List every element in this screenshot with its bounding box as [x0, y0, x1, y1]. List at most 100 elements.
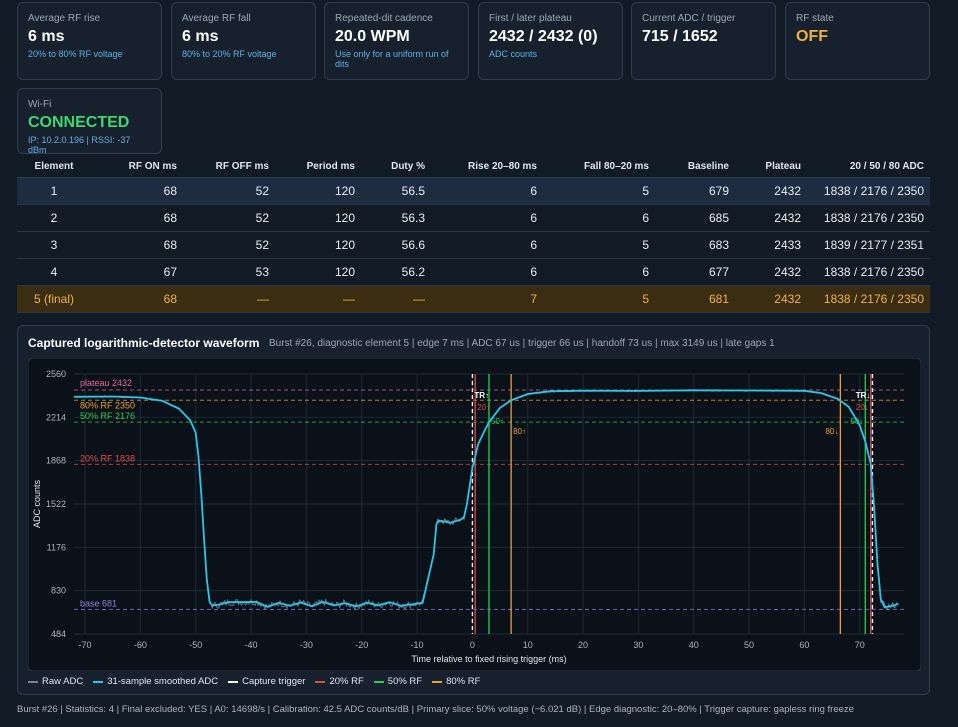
table-cell: 52: [183, 204, 275, 232]
reference-label: 50% RF 2176: [80, 411, 135, 421]
waveform-title: Captured logarithmic-detector waveform: [28, 336, 260, 350]
y-tick-label: 2560: [46, 369, 66, 379]
table-cell: 56.2: [361, 258, 431, 286]
x-tick-label: -60: [134, 640, 147, 650]
table-row[interactable]: 2 68 52 120 56.3 6 6 685 2432 1838 / 2176 / 2350: [17, 204, 930, 232]
table-cell: 2: [17, 204, 91, 232]
table-cell: 5: [543, 177, 655, 205]
table-cell: 5 (final): [17, 285, 91, 313]
table-cell: 68: [91, 231, 183, 259]
table-cell: 120: [275, 258, 361, 286]
legend-item[interactable]: 20% RF: [315, 676, 364, 687]
col-header: Element: [17, 155, 91, 178]
x-tick-label: 40: [689, 640, 699, 650]
table-cell: 681: [655, 285, 735, 313]
table-cell: 6: [543, 258, 655, 286]
table-cell: 68: [91, 177, 183, 205]
table-cell: 5: [543, 285, 655, 313]
wifi-card: Wi-Fi CONNECTED IP: 10.2.0.196 | RSSI: -…: [17, 88, 162, 155]
marker-label: 80↑: [513, 427, 526, 436]
legend-label: 80% RF: [446, 676, 481, 687]
y-tick-label: 484: [51, 629, 66, 639]
legend-label: Raw ADC: [42, 676, 84, 687]
stat-sub: 80% to 20% RF voltage: [182, 48, 277, 59]
x-tick-label: 60: [799, 640, 809, 650]
legend-swatch: [228, 680, 239, 683]
table-cell: 683: [655, 231, 735, 259]
y-tick-label: 1868: [46, 456, 66, 466]
waveform-chart: 484 830 1176 1522 1868 2214 2560 -70 -60 -50 -40 -3…: [28, 358, 921, 671]
table-cell: 120: [275, 231, 361, 259]
table-cell: 1839 / 2177 / 2351: [807, 231, 930, 259]
y-tick-label: 830: [51, 586, 66, 596]
reference-label: 20% RF 1838: [80, 453, 135, 463]
marker-label: 80↓: [825, 427, 838, 436]
reference-label: plateau 2432: [80, 378, 132, 388]
table-row[interactable]: 4 67 53 120 56.2 6 6 677 2432 1838 / 2176 / 2350: [17, 258, 930, 286]
table-cell: 56.3: [361, 204, 431, 232]
wifi-status: CONNECTED: [28, 114, 130, 131]
stat-value: 6 ms: [28, 28, 65, 45]
stat-label: Average RF fall: [182, 13, 251, 24]
table-cell: 6: [543, 204, 655, 232]
stat-label: RF state: [796, 13, 834, 24]
table-row[interactable]: 1 68 52 120 56.5 6 5 679 2432 1838 / 2176 / 2350: [17, 177, 930, 205]
stat-value: 2432 / 2432 (0): [489, 28, 598, 45]
table-cell: 679: [655, 177, 735, 205]
table-cell: 4: [17, 258, 91, 286]
table-cell: 7: [431, 285, 543, 313]
stat-card-fall: Average RF fall 6 ms 80% to 20% RF volta…: [171, 2, 316, 80]
table-cell: 3: [17, 231, 91, 259]
stat-label: Repeated-dit cadence: [335, 13, 433, 24]
legend-item[interactable]: 80% RF: [432, 676, 480, 687]
table-cell: 2433: [735, 231, 807, 259]
table-cell: 1838 / 2176 / 2350: [807, 285, 930, 313]
legend-label: 20% RF: [329, 676, 364, 687]
stat-card-rise: Average RF rise 6 ms 20% to 80% RF volta…: [17, 2, 162, 80]
table-header-row: Element RF ON ms RF OFF ms Period ms Dut…: [17, 155, 930, 178]
table-cell: 68: [91, 285, 183, 313]
table-cell: 1: [17, 177, 91, 205]
x-tick-label: 10: [523, 640, 533, 650]
col-header: Fall 80–20 ms: [543, 155, 655, 178]
table-cell: 68: [91, 204, 183, 232]
table-cell: 6: [431, 177, 543, 205]
legend-item[interactable]: Capture trigger: [228, 676, 305, 687]
legend-swatch: [373, 680, 384, 683]
stat-card-cadence: Repeated-dit cadence 20.0 WPM Use only f…: [324, 2, 469, 80]
legend-item[interactable]: 31-sample smoothed ADC: [93, 676, 218, 687]
table-cell: —: [183, 285, 275, 313]
col-header: Duty %: [361, 155, 431, 178]
x-tick-label: -50: [189, 640, 202, 650]
table-cell: 120: [275, 177, 361, 205]
smoothed-adc-series: [73, 389, 899, 609]
table-cell: 1838 / 2176 / 2350: [807, 204, 930, 232]
table-row[interactable]: 3 68 52 120 56.6 6 5 683 2433 1839 / 2177 / 2351: [17, 231, 930, 259]
legend-item[interactable]: Raw ADC: [28, 676, 83, 687]
table-cell: 52: [183, 231, 275, 259]
x-tick-label: -40: [245, 640, 258, 650]
marker-label: 50↑: [491, 417, 504, 426]
table-cell: 2432: [735, 258, 807, 286]
table-row[interactable]: 5 (final) 68— — —7 5 681 2432 1838 / 2176 / 235…: [17, 285, 930, 313]
stat-card-rf-state: RF state OFF: [785, 2, 930, 80]
table-cell: 52: [183, 177, 275, 205]
x-tick-label: 70: [855, 640, 865, 650]
table-cell: 56.5: [361, 177, 431, 205]
table-cell: 56.6: [361, 231, 431, 259]
table-cell: 685: [655, 204, 735, 232]
reference-label: 80% RF 2350: [80, 400, 135, 410]
table-cell: 5: [543, 231, 655, 259]
stat-label: Current ADC / trigger: [642, 13, 736, 24]
col-header: 20 / 50 / 80 ADC: [807, 155, 930, 178]
chart-background: [28, 358, 921, 671]
stat-value: 715 / 1652: [642, 28, 718, 45]
y-tick-label: 1176: [47, 542, 66, 552]
legend-item[interactable]: 50% RF: [373, 676, 422, 687]
rf-state-value: OFF: [796, 28, 828, 45]
col-header: Plateau: [735, 155, 807, 178]
marker-label: TR↓: [856, 391, 871, 400]
col-header: Rise 20–80 ms: [431, 155, 543, 178]
waveform-meta: Burst #26, diagnostic element 5 | edge 7…: [269, 338, 775, 349]
table-cell: —: [275, 285, 361, 313]
